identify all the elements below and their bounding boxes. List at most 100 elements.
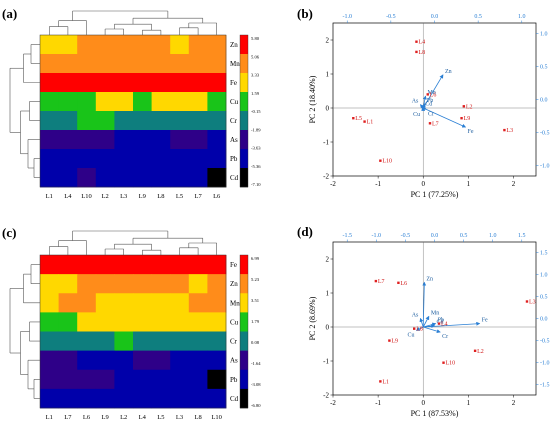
top-tick-label: -1.5 — [342, 233, 352, 239]
heatmap-cell — [114, 293, 134, 313]
column-label: L8 — [194, 414, 201, 421]
score-label: L6 — [400, 281, 407, 287]
heatmap-cell — [77, 130, 97, 150]
heatmap-cell — [170, 35, 190, 55]
heatmap-cell — [95, 274, 115, 294]
loading-arrow — [423, 324, 436, 329]
colorbar-tick-label: -7.10 — [251, 182, 261, 187]
right-tick-label: 1.0 — [540, 273, 548, 279]
loading-arrow — [415, 326, 424, 331]
score-label: L1 — [382, 379, 389, 385]
heatmap-cell — [133, 274, 152, 294]
loading-label: Cu — [413, 112, 420, 118]
heatmap-cell — [114, 168, 134, 188]
heatmap-cell — [58, 35, 78, 55]
heatmap-cell — [58, 369, 78, 390]
heatmap-cell — [95, 350, 115, 371]
heatmap-cell — [133, 54, 152, 74]
row-label: Cd — [230, 395, 239, 403]
heatmap-cell — [40, 92, 59, 112]
colorbar-segment — [240, 149, 248, 169]
heatmap-cell — [77, 331, 97, 352]
y-tick-label: -1 — [323, 139, 329, 147]
heatmap-cell — [77, 350, 97, 371]
score-label: L3 — [506, 128, 513, 134]
column-label: L6 — [213, 193, 221, 200]
score-point — [363, 120, 366, 123]
heatmap-cell — [170, 312, 190, 332]
y-tick-label: 2 — [326, 37, 330, 45]
heatmap-cell — [114, 130, 134, 150]
heatmap-cell — [207, 331, 227, 352]
heatmap-cell — [151, 388, 171, 409]
x-tick-label: 1 — [467, 399, 471, 407]
right-tick-label: 0.0 — [540, 98, 548, 104]
y-tick-label: 0 — [326, 324, 330, 332]
heatmap-cell — [40, 274, 59, 294]
heatmap-cell — [114, 350, 134, 371]
score-point — [426, 93, 429, 96]
score-label: L9 — [464, 116, 471, 122]
colorbar-segment — [240, 168, 248, 188]
heatmap-cell — [77, 369, 97, 390]
panel-label: (b) — [297, 6, 313, 21]
colorbar-tick-label: 5.23 — [251, 277, 260, 282]
heatmap-cell — [151, 54, 171, 74]
column-label: L2 — [120, 414, 127, 421]
heatmap-cell — [95, 168, 115, 188]
heatmap-border — [39, 254, 227, 409]
score-point — [462, 105, 466, 108]
heatmap-cell — [77, 293, 97, 313]
heatmap-cell — [207, 293, 227, 313]
colorbar-tick-label: -1.64 — [251, 361, 261, 366]
colorbar-segment — [240, 54, 248, 74]
row-label: Cr — [230, 338, 238, 346]
plot-frame — [332, 241, 537, 396]
heatmap-cell — [58, 331, 78, 352]
score-label: L4 — [418, 40, 425, 46]
colorbar-segment — [240, 369, 248, 390]
heatmap-cell — [170, 274, 190, 294]
heatmap-cell — [170, 130, 190, 150]
heatmap-cell — [95, 111, 115, 131]
heatmap-cell — [188, 73, 208, 93]
colorbar-segment — [240, 255, 248, 275]
loading-arrow — [421, 106, 426, 111]
top-tick-label: 0.0 — [431, 14, 439, 20]
heatmap-cell — [207, 92, 227, 112]
column-label: L6 — [83, 414, 91, 421]
x-tick-label: 2 — [512, 399, 516, 407]
colorbar-segment — [240, 388, 248, 409]
heatmap-cell — [170, 369, 190, 390]
heatmap-cell — [188, 149, 208, 169]
heatmap-cell — [40, 54, 59, 74]
heatmap-cell — [207, 255, 227, 275]
heatmap-cell — [133, 168, 152, 188]
column-label: L9 — [101, 414, 108, 421]
column-label: L2 — [101, 193, 108, 200]
x-tick-label: -2 — [330, 180, 336, 188]
heatmap-cell — [95, 312, 115, 332]
colorbar-tick-label: 6.99 — [251, 256, 260, 261]
top-tick-label: 0.5 — [460, 233, 468, 239]
heatmap-cell — [207, 350, 227, 371]
heatmap-cell — [207, 73, 227, 93]
colorbar-tick-label: 1.79 — [251, 319, 260, 324]
score-point — [428, 122, 432, 125]
heatmap-cell — [40, 369, 59, 390]
panel-label: (d) — [297, 224, 313, 239]
y-axis-label: PC 2 (18.40%) — [308, 75, 317, 123]
heatmap-cell — [151, 331, 171, 352]
top-tick-label: 1.0 — [489, 233, 497, 239]
colorbar-tick-label: -0.15 — [251, 109, 261, 114]
row-label: Cu — [230, 98, 239, 106]
colorbar-tick-label: 3.51 — [251, 298, 260, 303]
heatmap-cell — [95, 369, 115, 390]
colorbar-tick-label: 1.59 — [251, 91, 260, 96]
heatmap-cell — [170, 331, 190, 352]
heatmap-cell — [151, 92, 171, 112]
heatmap-cell — [133, 111, 152, 131]
heatmap-cell — [95, 92, 115, 112]
x-axis-label: PC 1 (77.25%) — [411, 190, 459, 199]
loading-label: Pb — [427, 98, 433, 104]
